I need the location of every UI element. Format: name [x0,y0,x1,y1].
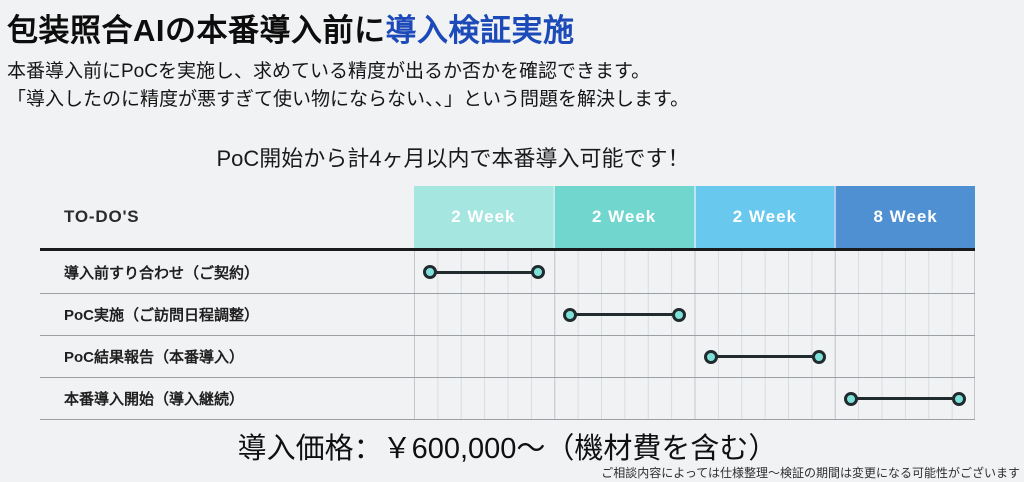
bar-line [576,313,673,316]
gantt-row-2: PoC実施（ご訪問日程調整） [40,293,975,335]
milestone-end-dot [811,349,826,364]
week-columns: 2 Week 2 Week 2 Week 8 Week [414,186,975,248]
title-main-text: 包装照合AIの本番導入前に [7,13,386,48]
bar-line [716,355,813,358]
gantt-bar [703,349,826,364]
milestone-end-dot [952,391,966,406]
task-label: 本番導入開始（導入継続） [64,391,245,408]
milestone-start-dot [703,349,718,364]
page-title: 包装照合AIの本番導入前に導入検証実施 [7,5,575,50]
subtitle-line-1: 本番導入前にPoCを実施し、求めている精度が出るか否かを確認できます。 [7,61,651,82]
week-column-header-4: 8 Week [834,186,975,248]
task-label: PoC実施（ご訪問日程調整） [64,307,260,324]
task-label: PoC結果報告（本番導入） [64,349,245,366]
gantt-row-1: 導入前すり合わせ（ご契約） [40,251,975,293]
bar-line [436,270,533,274]
task-label: 導入前すり合わせ（ご契約） [64,264,260,282]
gantt-row-3: PoC結果報告（本番導入） [40,335,975,377]
milestone-end-dot [531,265,546,279]
milestone-start-dot [563,307,578,322]
todos-header-label: TO-DO'S [64,207,140,226]
gantt-header-row: TO-DO'S 2 Week 2 Week 2 Week 8 Week [40,186,975,251]
title-highlight-text: 導入検証実施 [385,13,575,48]
gantt-title: PoC開始から計4ヶ月以内で本番導入可能です！ [216,146,690,171]
week-column-header-3: 2 Week [693,186,835,248]
gantt-body: 導入前すり合わせ（ご契約） PoC実施（ご訪問日程調整） PoC結果報告（本番導… [40,251,975,420]
price-text: 導入価格：￥600,000～（機材費を含む） [237,433,778,465]
gantt-bar [423,265,546,279]
disclaimer-text: ご相談内容によっては仕様整理～検証の期間は変更になる可能性がございます [601,466,1020,480]
week-column-header-2: 2 Week [552,186,694,248]
gantt-bar [563,307,686,322]
subtitle-line-2: 「導入したのに精度が悪すぎて使い物にならない、、」という問題を解決します。 [7,89,690,110]
milestone-start-dot [843,391,858,406]
gantt-table: TO-DO'S 2 Week 2 Week 2 Week 8 Week 導入前す… [40,186,975,420]
milestone-end-dot [671,307,686,322]
bar-line [856,397,953,400]
gantt-row-4: 本番導入開始（導入継続） [40,377,975,419]
subtitle-block: 本番導入前にPoCを実施し、求めている精度が出るか否かを確認できます。 「導入し… [7,58,689,114]
milestone-start-dot [423,265,437,279]
gantt-bar [843,391,966,406]
week-column-header-1: 2 Week [414,186,553,248]
